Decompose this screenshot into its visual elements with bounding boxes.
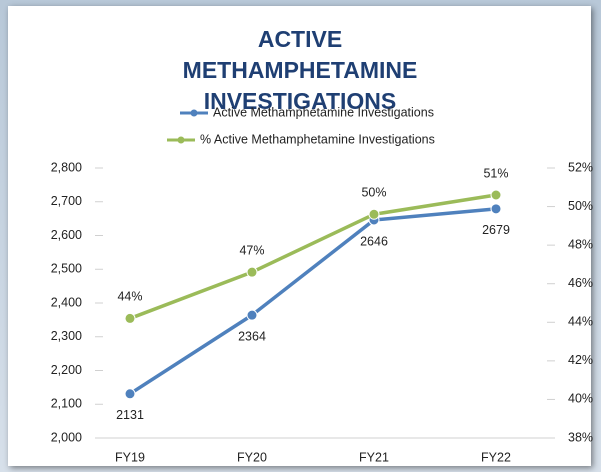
x-tick-label: FY22 xyxy=(481,450,511,464)
y-tick-label: 2,600 xyxy=(51,228,82,242)
data-label: 44% xyxy=(117,290,142,304)
y-tick-label: 2,500 xyxy=(51,262,82,276)
data-point xyxy=(490,203,502,215)
y2-tick-label: 52% xyxy=(568,160,593,174)
legend-marker xyxy=(177,136,185,144)
y2-tick-label: 40% xyxy=(568,392,593,406)
y-tick-label: 2,400 xyxy=(51,295,82,309)
y-tick-label: 2,100 xyxy=(51,397,82,411)
legend-label: Active Methamphetamine Investigations xyxy=(213,105,434,119)
data-point xyxy=(124,312,136,324)
chart-panel xyxy=(8,6,591,466)
x-tick-label: FY20 xyxy=(237,450,267,464)
x-tick-label: FY21 xyxy=(359,450,389,464)
series-line xyxy=(129,207,497,396)
data-point xyxy=(246,309,258,321)
y-tick-label: 2,200 xyxy=(51,363,82,377)
data-point xyxy=(124,388,136,400)
y-tick-label: 2,700 xyxy=(51,194,82,208)
data-label: 50% xyxy=(361,186,386,200)
data-point xyxy=(246,266,258,278)
y2-tick-label: 44% xyxy=(568,315,593,329)
legend-label: % Active Methamphetamine Investigations xyxy=(200,132,435,146)
data-label: 2679 xyxy=(482,223,510,237)
y-tick-label: 2,800 xyxy=(51,160,82,174)
data-label: 2131 xyxy=(116,408,144,422)
series-line xyxy=(129,193,497,321)
y2-tick-label: 46% xyxy=(568,276,593,290)
data-label: 51% xyxy=(483,166,508,180)
y2-tick-label: 50% xyxy=(568,199,593,213)
chart-title: ACTIVE METHAMPHETAMINE INVESTIGATIONS xyxy=(182,26,418,114)
y-tick-label: 2,300 xyxy=(51,329,82,343)
x-tick-label: FY19 xyxy=(115,450,145,464)
y2-tick-label: 42% xyxy=(568,353,593,367)
data-point xyxy=(368,208,380,220)
legend-marker xyxy=(190,109,198,117)
data-point xyxy=(490,189,502,201)
data-label: 2646 xyxy=(360,234,388,248)
y2-tick-label: 38% xyxy=(568,430,593,444)
y-tick-label: 2,000 xyxy=(51,430,82,444)
data-label: 47% xyxy=(239,243,264,257)
y2-tick-label: 48% xyxy=(568,237,593,251)
data-label: 2364 xyxy=(238,329,266,343)
